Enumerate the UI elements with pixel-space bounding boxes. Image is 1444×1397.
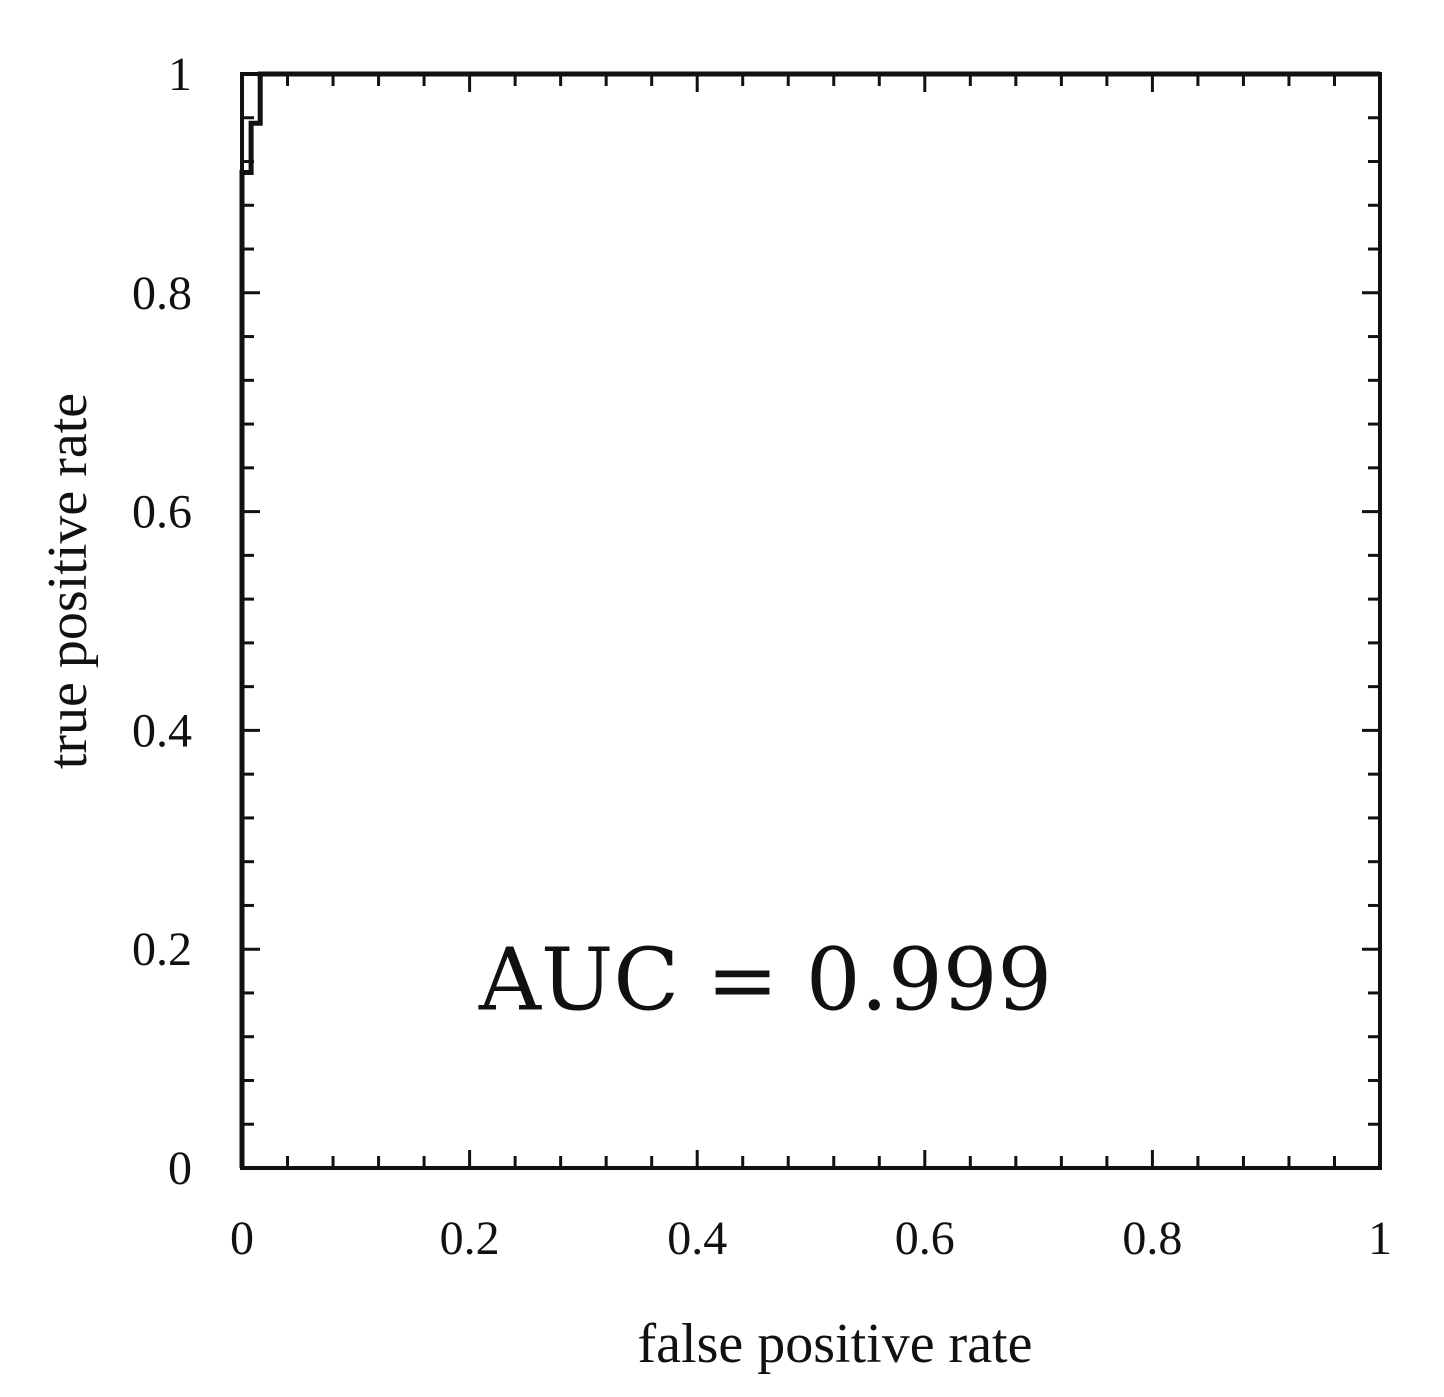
x-tick-label: 0.4 [667,1212,727,1265]
y-tick-label: 0.2 [132,923,192,976]
y-tick-label: 1 [168,48,192,101]
auc-annotation: AUC = 0.999 [478,930,1052,1030]
x-axis-label: false positive rate [638,1313,1033,1375]
x-tick-label: 0.6 [895,1212,955,1265]
y-tick-label: 0 [168,1142,192,1195]
y-axis-label: true positive rate [37,393,99,769]
y-tick-label: 0.6 [132,486,192,539]
x-tick-label: 1 [1368,1212,1392,1265]
x-tick-label: 0 [230,1212,254,1265]
x-tick-labels: 0 0.2 0.4 0.6 0.8 1 [230,1212,1392,1265]
x-tick-label: 0.8 [1122,1212,1182,1265]
y-tick-labels: 0 0.2 0.4 0.6 0.8 1 [132,48,192,1195]
y-tick-label: 0.8 [132,267,192,320]
plot-frame [240,72,1382,1170]
y-tick-label: 0.4 [132,704,192,757]
x-tick-label: 0.2 [440,1212,500,1265]
